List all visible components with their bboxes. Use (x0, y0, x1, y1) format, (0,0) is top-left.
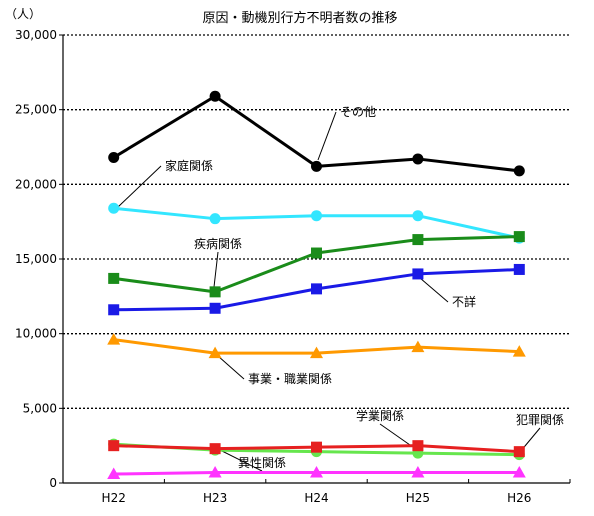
data-point (108, 272, 120, 284)
annotation: 家庭関係 (117, 158, 213, 208)
series-1 (108, 90, 525, 177)
chart-title: 原因・動機別行方不明者数の推移 (202, 10, 397, 26)
data-point (311, 210, 322, 222)
data-point (311, 160, 322, 172)
annotation-leader (217, 355, 245, 380)
annotation-label: 不詳 (452, 294, 476, 309)
y-axis-unit-label: （人） (5, 7, 41, 21)
annotation-leader (379, 423, 411, 446)
series-4 (108, 263, 525, 316)
data-point (209, 286, 221, 298)
gridlines (63, 34, 570, 409)
data-point (311, 247, 322, 259)
data-point (310, 346, 323, 359)
annotation-label: 事業・職業関係 (248, 372, 332, 386)
x-tick-label: H25 (406, 491, 430, 505)
series-5 (107, 333, 526, 359)
data-point (208, 466, 222, 478)
axes: 0 5,000 10,000 15,000 20,000 25,000 30,000 H22 H… (15, 28, 571, 505)
y-tick-label: 25,000 (15, 103, 57, 117)
data-point (108, 440, 120, 452)
data-point (513, 231, 525, 243)
annotation-leader (213, 251, 219, 288)
annotation-label: 疾病関係 (194, 236, 242, 251)
data-point (411, 466, 425, 478)
data-point (411, 340, 425, 353)
data-point (311, 441, 322, 453)
data-point (412, 153, 424, 165)
annotation: その他 (317, 105, 376, 161)
data-point (412, 268, 424, 280)
annotation-label: その他 (340, 105, 376, 119)
data-point (311, 283, 322, 295)
data-point (209, 302, 221, 314)
annotation: 事業・職業関係 (217, 355, 332, 386)
series-7 (108, 440, 525, 458)
series-8 (107, 466, 526, 480)
y-tick-label: 15,000 (15, 252, 57, 266)
annotation-leader (317, 111, 337, 161)
annotation: 学業関係 (356, 408, 411, 446)
data-point (412, 210, 424, 222)
annotation-label: 家庭関係 (165, 158, 213, 173)
data-point (108, 151, 120, 163)
x-tick-label: H23 (203, 491, 227, 505)
data-point (209, 213, 221, 225)
data-point (512, 466, 526, 478)
data-point (512, 345, 526, 357)
y-tick-label: 0 (49, 476, 57, 490)
data-point (513, 165, 525, 177)
data-point (209, 90, 221, 102)
x-tick-label: H24 (304, 491, 328, 505)
data-point (107, 467, 121, 480)
y-tick-label: 20,000 (15, 177, 57, 191)
y-tick-label: 10,000 (15, 327, 57, 341)
x-tick-label: H26 (507, 491, 531, 505)
data-point (108, 304, 120, 316)
annotation-label: 学業関係 (356, 408, 404, 423)
annotation-leader (217, 448, 263, 472)
annotation-label: 異性関係 (238, 456, 286, 470)
data-point (412, 440, 424, 452)
data-point (107, 333, 121, 345)
annotation-leader (117, 165, 162, 208)
annotation: 不詳 (419, 277, 476, 309)
annotation-label: 犯罪関係 (516, 413, 564, 427)
annotation: 疾病関係 (194, 236, 242, 288)
data-point (412, 234, 424, 246)
y-tick-label: 30,000 (15, 28, 57, 42)
x-tick-label: H22 (102, 491, 126, 505)
data-point (310, 466, 323, 478)
data-point (108, 202, 120, 214)
data-point (513, 446, 525, 458)
annotation-leader (419, 277, 449, 303)
series-lines (107, 90, 526, 480)
annotation: 異性関係 (217, 448, 286, 472)
data-point (209, 443, 221, 455)
data-point (513, 263, 525, 275)
y-tick-label: 5,000 (23, 401, 57, 415)
series-3 (108, 231, 525, 298)
data-point (208, 346, 222, 359)
